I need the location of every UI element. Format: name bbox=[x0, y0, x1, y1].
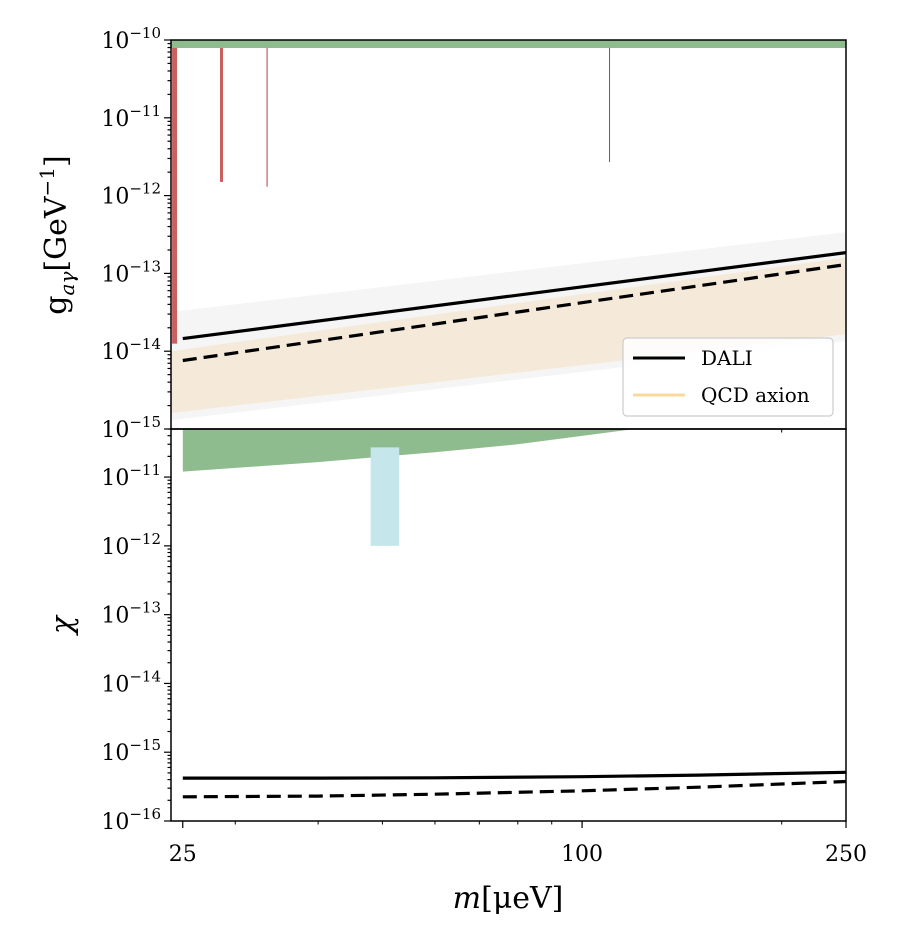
bottom-axes-frame bbox=[170, 428, 847, 822]
tick-label-exponent: −16 bbox=[129, 805, 161, 823]
xlabel-unit: [μeV] bbox=[481, 881, 563, 916]
tick-label-base: 10 bbox=[101, 107, 129, 132]
tick-label-base: 10 bbox=[101, 418, 129, 443]
top-exclusion-band bbox=[171, 40, 846, 48]
tick-label-base: 10 bbox=[101, 185, 129, 210]
bottom-y-tick-label: 10−14 bbox=[101, 667, 161, 697]
dali-dashed-line bbox=[182, 779, 846, 799]
tick-label-exponent: −15 bbox=[129, 736, 161, 754]
tick-label-exponent: −12 bbox=[129, 530, 161, 548]
cyan-exclusion-band bbox=[370, 447, 400, 546]
tick-label-base: 10 bbox=[101, 810, 129, 835]
top-y-tick-label: 10−12 bbox=[101, 180, 161, 210]
tick-label-base: 10 bbox=[101, 262, 129, 287]
bottom-y-tick-label: 10−11 bbox=[101, 461, 161, 491]
exclusion-line bbox=[266, 47, 268, 187]
bottom-y-axis-label: χ bbox=[45, 614, 80, 636]
legend: DALI QCD axion bbox=[622, 337, 834, 417]
bottom-y-tick-label: 10−13 bbox=[101, 599, 161, 629]
tick-label-base: 10 bbox=[101, 535, 129, 560]
ylabel-subscript: aγ bbox=[55, 272, 79, 296]
tick-label-exponent: −13 bbox=[129, 257, 161, 275]
top-plot-area bbox=[171, 40, 846, 421]
axis-labels: gaγ[GeV−1] χ m[μeV] bbox=[35, 155, 563, 916]
tick-label-exponent: −14 bbox=[129, 667, 161, 685]
tick-label-exponent: −14 bbox=[129, 335, 161, 353]
ylabel-main: g bbox=[39, 295, 74, 314]
x-axis-label: m[μeV] bbox=[453, 881, 564, 916]
ylabel-unit-close: ] bbox=[39, 155, 74, 167]
bottom-x-tick-label: 100 bbox=[561, 842, 603, 867]
tick-label-exponent: −10 bbox=[129, 24, 161, 42]
legend-label: DALI bbox=[701, 346, 753, 370]
bottom-plot-area bbox=[182, 429, 846, 799]
top-y-tick-label: 10−10 bbox=[101, 24, 161, 54]
bottom-x-tick-label: 250 bbox=[825, 842, 867, 867]
exclusion-line bbox=[220, 47, 224, 182]
ylabel-unit-exponent: −1 bbox=[35, 167, 59, 196]
dali-solid-line bbox=[182, 251, 846, 341]
legend-label: QCD axion bbox=[701, 383, 810, 407]
green-exclusion-band bbox=[182, 429, 635, 472]
tick-label-base: 10 bbox=[101, 672, 129, 697]
bottom-y-tick-label: 10−15 bbox=[101, 736, 161, 766]
bottom-y-tick-label: 10−16 bbox=[101, 805, 161, 835]
tick-label-base: 10 bbox=[101, 741, 129, 766]
bottom-x-tick-label: 25 bbox=[169, 842, 197, 867]
top-y-axis-label: gaγ[GeV−1] bbox=[35, 155, 79, 314]
xlabel-main: m bbox=[453, 881, 481, 916]
exclusion-line bbox=[609, 47, 611, 163]
tick-label-base: 10 bbox=[101, 340, 129, 365]
tick-label-exponent: −11 bbox=[129, 461, 161, 479]
dali-solid-line bbox=[182, 770, 846, 780]
tick-label-exponent: −15 bbox=[129, 413, 161, 431]
exclusion-line bbox=[172, 47, 178, 344]
tick-label-exponent: −12 bbox=[129, 180, 161, 198]
top-y-tick-label: 10−11 bbox=[101, 102, 161, 132]
tick-label-base: 10 bbox=[101, 604, 129, 629]
tick-label-base: 10 bbox=[101, 29, 129, 54]
top-y-tick-label: 10−13 bbox=[101, 257, 161, 287]
tick-label-exponent: −13 bbox=[129, 599, 161, 617]
top-y-tick-label: 10−14 bbox=[101, 335, 161, 365]
tick-label-base: 10 bbox=[101, 466, 129, 491]
top-y-tick-label: 10−15 bbox=[101, 413, 161, 443]
tick-label-exponent: −11 bbox=[129, 102, 161, 120]
bottom-y-tick-label: 10−12 bbox=[101, 530, 161, 560]
dali-dashed-line bbox=[182, 262, 846, 363]
qcd-axion-band bbox=[171, 257, 846, 414]
axes-frames bbox=[170, 39, 847, 822]
ylabel-unit-open: [GeV bbox=[39, 195, 74, 271]
